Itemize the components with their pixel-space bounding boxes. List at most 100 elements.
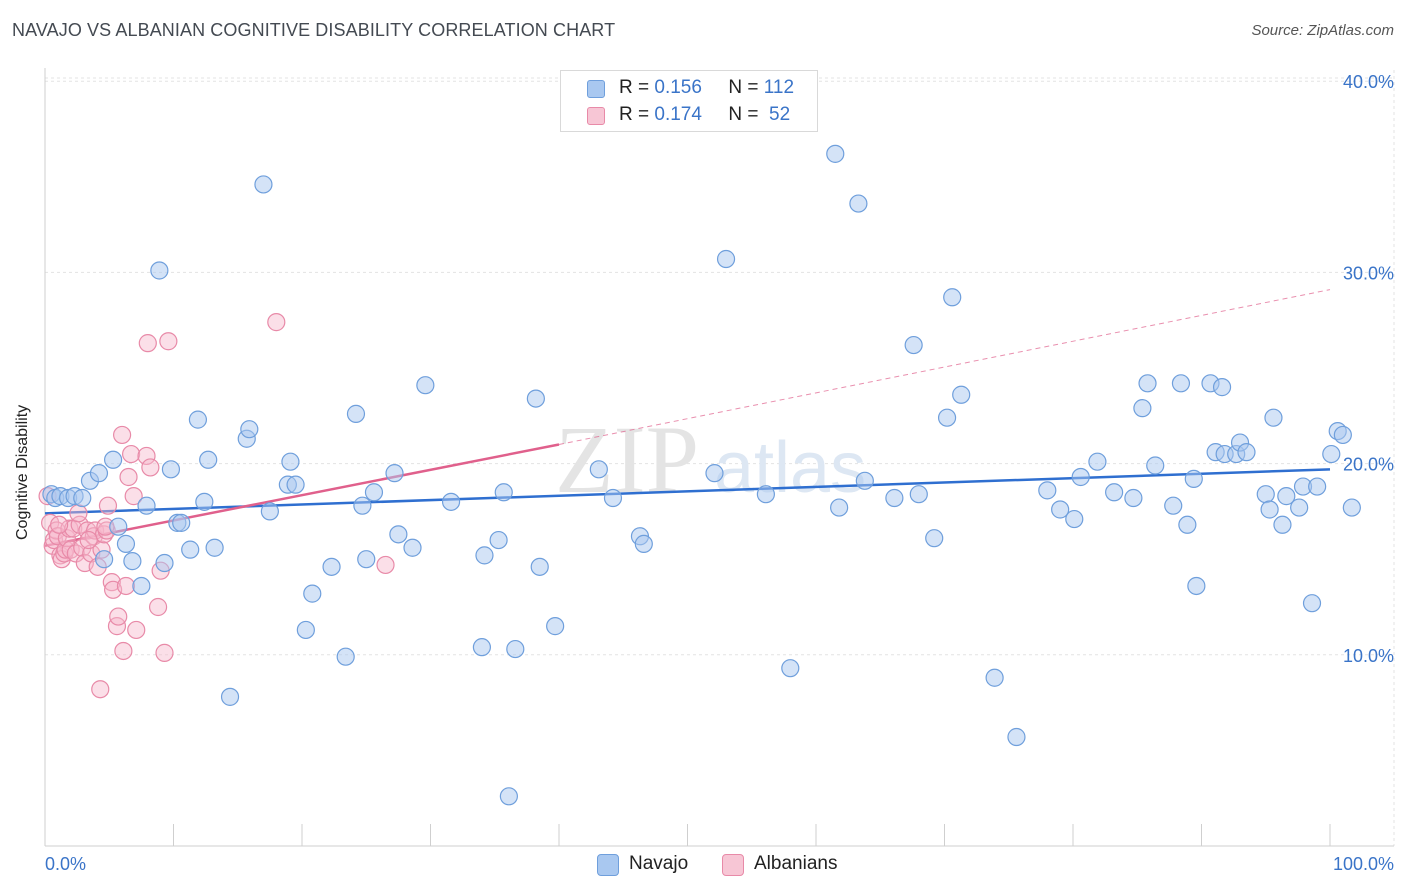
navajo-point [137, 496, 156, 515]
albanian-point [91, 680, 110, 699]
navajo-point [1237, 443, 1256, 462]
navajo-point [1007, 727, 1026, 747]
navajo-legend-swatch [597, 854, 619, 876]
navajo-point [155, 553, 174, 573]
albanian-points [38, 313, 395, 699]
navajo-point [416, 376, 435, 395]
navajo-point [472, 638, 491, 657]
navajo-point [132, 576, 151, 596]
navajo-point [494, 483, 513, 502]
navajo-point [1133, 399, 1152, 418]
navajo-point [1277, 487, 1296, 506]
navajo-point [499, 787, 518, 806]
albanian-point [155, 643, 174, 662]
navajo-point [389, 525, 408, 544]
albanian-trend-line [44, 443, 560, 548]
albanian-point [137, 446, 156, 466]
navajo-point [123, 552, 142, 571]
navajo-point [254, 175, 273, 194]
x-tick-label-min: 0.0% [45, 854, 86, 874]
navajo-point [195, 492, 214, 511]
trend-lines [44, 289, 1331, 548]
navajo-point [925, 529, 944, 548]
navajo-point [634, 534, 653, 554]
albanian-point [112, 425, 132, 445]
navajo-point [205, 538, 224, 557]
albanian-point [121, 444, 141, 464]
watermark: ZIP atlas [555, 406, 866, 513]
navajo-point [826, 144, 845, 163]
navajo-point [475, 546, 494, 565]
navajo-point [1178, 515, 1197, 534]
navajo-point [303, 584, 322, 603]
navajo-point [181, 540, 200, 559]
navajo-point [781, 659, 800, 678]
series-legend: Navajo Albanians [0, 852, 1406, 878]
navajo-point [952, 385, 971, 404]
navajo-point [1322, 444, 1341, 464]
navajo-legend-label: Navajo [629, 853, 689, 874]
navajo-point [489, 530, 508, 550]
navajo-point [73, 488, 92, 508]
navajo-point [109, 517, 128, 536]
navajo-point [1333, 425, 1352, 445]
navajo-trend-line [44, 468, 1331, 515]
navajo-r-label: R = [619, 77, 650, 98]
albanian-point [114, 641, 133, 661]
albanian-r-value: 0.174 [654, 104, 702, 125]
navajo-point [849, 194, 868, 213]
navajo-point [1071, 467, 1090, 487]
navajo-point [1260, 500, 1279, 519]
albanian-point [107, 617, 127, 636]
navajo-point [286, 475, 305, 494]
navajo-point [89, 464, 109, 483]
navajo-point [220, 687, 240, 706]
albanian-point [69, 504, 88, 523]
albanian-point [148, 597, 168, 617]
navajo-point [830, 498, 849, 517]
navajo-point [161, 460, 181, 479]
navajo-point [603, 488, 623, 508]
albanian-n-label: N = [728, 104, 759, 125]
y-tick-label: 20.0% [1343, 455, 1394, 475]
navajo-point [172, 513, 191, 532]
navajo-point [943, 288, 962, 307]
navajo-point [364, 483, 384, 502]
navajo-point [296, 620, 315, 640]
albanian-n-value: 52 [769, 104, 791, 125]
tick-labels: 10.0% 20.0% 30.0% 40.0% 0.0% 100.0% [45, 72, 1394, 874]
albanian-point [267, 313, 286, 332]
x-tick-label-max: 100.0% [1333, 854, 1394, 874]
source-credit: Source: ZipAtlas.com [1251, 22, 1394, 39]
navajo-point [322, 557, 341, 576]
navajo-point [756, 485, 775, 504]
navajo-points [42, 144, 1361, 806]
navajo-point [199, 450, 218, 469]
albanian-legend-swatch [722, 854, 744, 876]
navajo-point [705, 464, 724, 483]
albanian-point [119, 467, 138, 487]
navajo-point [1342, 498, 1361, 517]
navajo-point [1308, 477, 1327, 496]
navajo-point [1164, 496, 1183, 515]
albanian-point [138, 334, 157, 353]
navajo-point [1146, 456, 1165, 475]
albanian-r-label: R = [619, 104, 650, 125]
correlation-legend: R = 0.156 N = 112 R = 0.174 N = 52 [560, 70, 818, 132]
navajo-r-value: 0.156 [654, 77, 702, 98]
navajo-point [1212, 378, 1232, 397]
navajo-point [104, 450, 123, 469]
watermark-zip: ZIP [555, 406, 699, 513]
navajo-point [1184, 469, 1203, 488]
navajo-point [1065, 509, 1084, 529]
navajo-point [526, 389, 545, 408]
watermark-atlas: atlas [714, 428, 866, 508]
navajo-point [1256, 485, 1275, 504]
navajo-point [357, 550, 376, 569]
navajo-point [150, 261, 169, 280]
navajo-point [904, 335, 923, 355]
albanian-point [127, 620, 146, 640]
navajo-point [1187, 576, 1206, 596]
navajo-point [909, 485, 928, 504]
